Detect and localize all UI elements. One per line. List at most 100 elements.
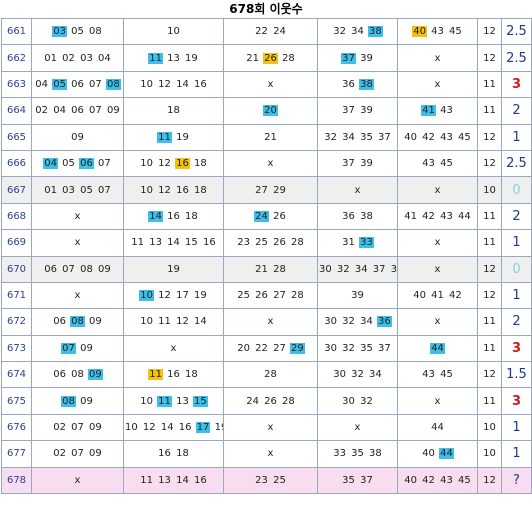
number: 28 <box>282 395 295 407</box>
range-20-29-cell: x <box>223 440 318 468</box>
range-40-45-cell: x <box>397 308 478 336</box>
range-40-45-cell: x <box>397 387 478 415</box>
number: 29 <box>273 184 286 196</box>
number: 19 <box>167 263 180 275</box>
highlighted-number: 15 <box>193 395 208 407</box>
round-number: 661 <box>1 17 32 46</box>
range-01-09-cell: 02 07 09 <box>31 440 124 468</box>
number: 16 <box>194 78 207 90</box>
number: 43 <box>440 131 453 143</box>
number: 43 <box>440 474 453 486</box>
number: 10 <box>140 395 153 407</box>
range-20-29-cell: 21 26 28 <box>223 44 318 72</box>
neighbor-score: 3 <box>501 70 532 99</box>
range-30-39-cell: 37 39 <box>317 44 398 72</box>
number: 16 <box>167 369 180 381</box>
number: 25 <box>273 474 286 486</box>
number: 18 <box>194 184 207 196</box>
range-01-09-cell: x <box>31 202 124 231</box>
number: 12 <box>158 158 171 170</box>
highlighted-number: 06 <box>79 158 94 170</box>
number: 25 <box>237 290 250 302</box>
number: 32 <box>324 131 337 143</box>
number: 39 <box>360 105 373 117</box>
number: 25 <box>255 237 268 249</box>
number: 26 <box>273 210 286 222</box>
highlighted-number: 36 <box>377 316 392 328</box>
number: 19 <box>185 52 198 64</box>
range-40-45-cell: 41 43 <box>397 97 478 125</box>
highlighted-number: 03 <box>52 26 67 38</box>
round-number: 678 <box>1 466 32 495</box>
neighbor-score: 2 <box>501 308 532 336</box>
number: 18 <box>194 158 207 170</box>
highlighted-number: 44 <box>430 342 445 354</box>
number: 22 <box>255 26 268 38</box>
round-number: 662 <box>1 44 32 72</box>
number: 22 <box>255 342 268 354</box>
number: 16 <box>167 210 180 222</box>
number: 45 <box>449 26 462 38</box>
range-30-39-cell: 31 33 <box>317 229 398 257</box>
number: 30 <box>342 395 355 407</box>
number: 02 <box>53 422 66 434</box>
neighbor-score: 2 <box>501 202 532 231</box>
number: 44 <box>431 422 444 434</box>
range-10-19-cell: 11 19 <box>123 123 224 151</box>
table-row: 675 08 09 10 11 13 15 24 26 28 30 32 x 11 3 <box>1 387 532 415</box>
number: 40 <box>422 448 435 460</box>
number: 07 <box>89 105 102 117</box>
range-10-19-cell: 10 11 13 15 <box>123 387 224 415</box>
number-count: 12 <box>477 466 502 495</box>
neighbor-score: 2.5 <box>501 17 532 46</box>
page-title: 678회 이웃수 <box>229 2 303 16</box>
table-row: 673 07 09 x 20 22 27 29 30 32 35 37 44 11 3 <box>1 334 532 363</box>
number: 24 <box>246 395 259 407</box>
number: 39 <box>360 158 373 170</box>
number: 16 <box>158 448 171 460</box>
highlighted-number: 24 <box>254 210 269 222</box>
table-row: 664 02 04 06 07 09 18 20 37 39 41 43 11 2 <box>1 97 532 125</box>
number: 03 <box>80 52 93 64</box>
number: 37 <box>378 131 391 143</box>
number: 04 <box>98 52 111 64</box>
number: 34 <box>354 263 368 275</box>
range-01-09-cell: 06 08 09 <box>31 308 124 336</box>
range-01-09-cell: 07 09 <box>31 334 124 363</box>
number: 06 <box>71 78 84 90</box>
range-01-09-cell: 04 05 06 07 <box>31 149 124 178</box>
number: 37 <box>342 158 355 170</box>
range-10-19-cell: 11 13 14 16 <box>123 466 224 495</box>
number: 21 <box>255 263 268 275</box>
number: 33 <box>333 448 346 460</box>
number: 43 <box>422 158 435 170</box>
range-20-29-cell: 27 29 <box>223 176 318 204</box>
range-40-45-cell: x <box>397 255 478 283</box>
number: 23 <box>237 237 250 249</box>
highlighted-number: 26 <box>263 52 278 64</box>
number: 08 <box>89 26 102 38</box>
table-row: 667 01 03 05 07 10 12 16 18 27 29 x x 10 0 <box>1 176 532 204</box>
number: 44 <box>458 210 471 222</box>
number-count: 12 <box>477 123 502 151</box>
highlighted-number: 40 <box>412 26 427 38</box>
table-row: 674 06 08 09 11 16 18 28 30 32 34 43 45 12 1.5 <box>1 361 532 389</box>
number: 30 <box>333 369 346 381</box>
range-40-45-cell: 40 42 43 45 <box>397 123 478 151</box>
round-number: 670 <box>1 255 32 283</box>
number: 20 <box>237 342 250 354</box>
number: 02 <box>53 448 66 460</box>
range-30-39-cell: 37 39 <box>317 149 398 178</box>
range-10-19-cell: 18 <box>123 97 224 125</box>
number-count: 11 <box>477 70 502 99</box>
number: 19 <box>214 422 223 434</box>
number: 28 <box>291 237 304 249</box>
range-20-29-cell: 23 25 <box>223 466 318 495</box>
number: 18 <box>185 210 198 222</box>
number: 07 <box>98 184 111 196</box>
number: 07 <box>62 263 75 275</box>
number: 13 <box>149 237 162 249</box>
number: 32 <box>336 263 350 275</box>
number-count: 10 <box>477 413 502 442</box>
range-40-45-cell: 40 41 42 <box>397 281 478 310</box>
